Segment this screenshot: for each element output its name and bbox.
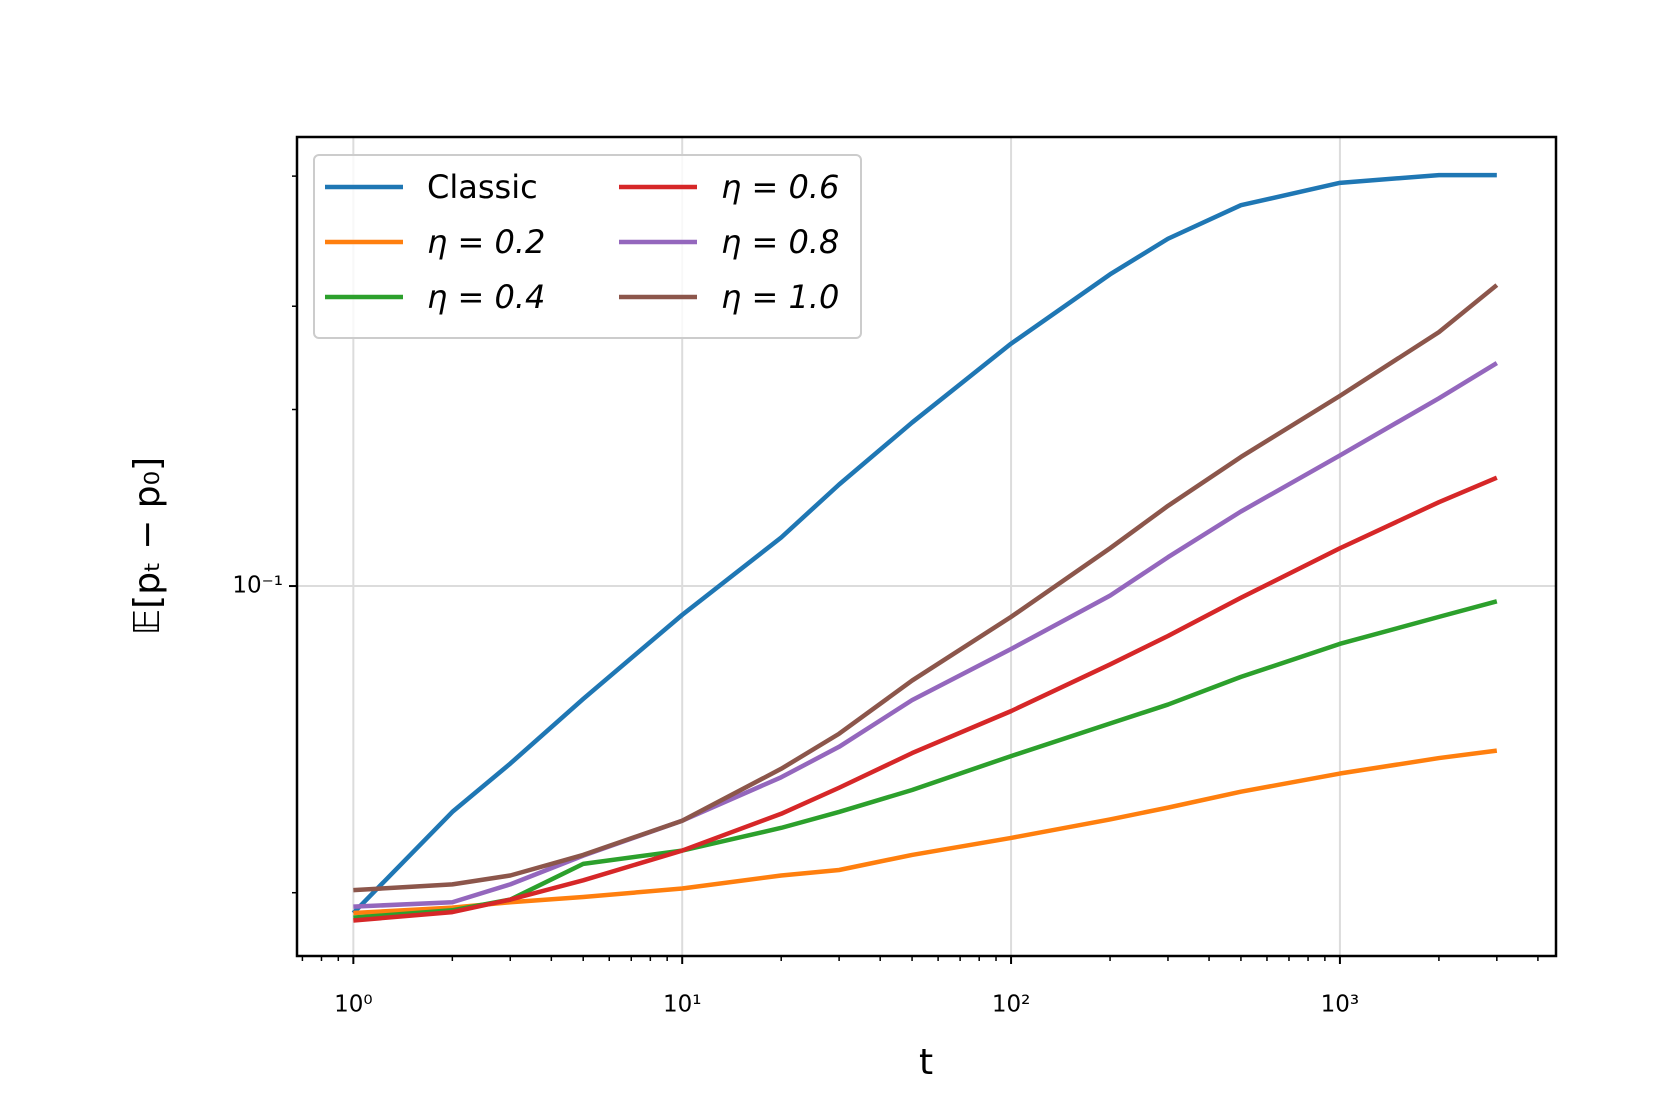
series-line bbox=[353, 475, 1498, 923]
legend: Classic η = 0.2 η = 0.4 η = 0.6 η = 0.8 η = 1… bbox=[313, 154, 862, 339]
x-tick-label: 10² bbox=[992, 992, 1031, 1018]
legend-label: Classic bbox=[427, 168, 538, 206]
legend-label: η = 0.6 bbox=[721, 168, 839, 206]
series-line bbox=[353, 748, 1498, 916]
legend-label: η = 1.0 bbox=[721, 278, 839, 316]
x-axis-label: t bbox=[919, 1042, 933, 1083]
legend-box bbox=[313, 154, 862, 339]
x-tick-label: 10¹ bbox=[663, 992, 702, 1018]
legend-label: η = 0.8 bbox=[721, 223, 839, 261]
series-line bbox=[351, 172, 1497, 915]
series-line bbox=[353, 283, 1499, 893]
series-line bbox=[353, 599, 1498, 920]
legend-label: η = 0.2 bbox=[427, 223, 545, 261]
y-axis-label: 𝔼[pₜ − p₀] bbox=[127, 457, 168, 635]
plot-frame bbox=[295, 135, 1558, 958]
series-line bbox=[353, 361, 1498, 909]
x-tick-label: 10⁰ bbox=[334, 992, 373, 1018]
legend-label: η = 0.4 bbox=[427, 278, 545, 316]
y-tick-label: 10⁻¹ bbox=[232, 573, 283, 599]
x-tick-label: 10³ bbox=[1321, 992, 1360, 1018]
